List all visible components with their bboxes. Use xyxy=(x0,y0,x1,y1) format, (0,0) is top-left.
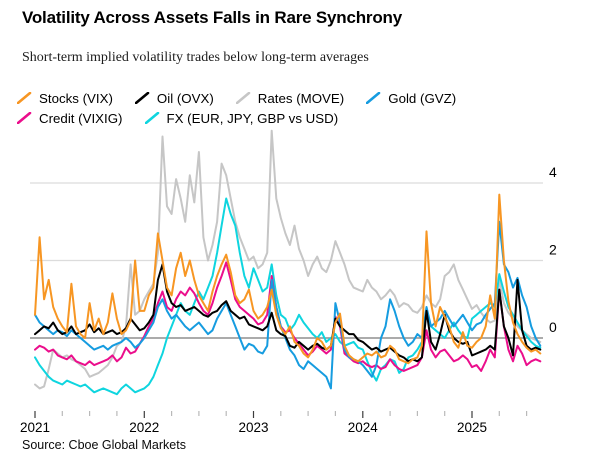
y-tick-label-0: 0 xyxy=(549,319,557,335)
page-subtitle: Short-term implied volatility trades bel… xyxy=(22,50,369,65)
legend-item-gold_gvz: Gold (GVZ) xyxy=(366,91,456,106)
legend: Stocks (VIX) Oil (OVX) Rates (MOVE) Gold (G… xyxy=(17,88,597,128)
legend-label-rates_move: Rates (MOVE) xyxy=(257,90,345,106)
legend-label-oil_ovx: Oil (OVX) xyxy=(156,90,214,106)
series-line-stocks_vix xyxy=(34,193,542,365)
legend-row-2: Credit (VIXIG) FX (EUR, JPY, GBP vs USD) xyxy=(17,108,597,128)
y-tick-label-2: 2 xyxy=(549,242,557,258)
legend-line-swatch-icon-oil_ovx xyxy=(134,92,150,104)
legend-line-swatch-icon-credit_vixig xyxy=(17,112,32,124)
legend-item-oil_ovx: Oil (OVX) xyxy=(134,90,214,106)
volatility-line-chart: 4 2 0 2021 2022 2023 2024 2025 xyxy=(20,129,557,435)
legend-line-swatch-icon-gold_gvz xyxy=(366,92,381,104)
legend-line-swatch-icon-rates_move xyxy=(235,92,251,104)
source-text: Source: Cboe Global Markets xyxy=(22,438,186,452)
x-tick-label-2021: 2021 xyxy=(20,420,50,435)
legend-label-fx: FX (EUR, JPY, GBP vs USD) xyxy=(166,110,339,126)
x-tick-label-2025: 2025 xyxy=(457,420,487,435)
series-line-fx xyxy=(34,197,542,396)
legend-item-credit_vixig: Credit (VIXIG) xyxy=(17,111,123,126)
series-line-rates_move xyxy=(34,129,542,390)
legend-item-rates_move: Rates (MOVE) xyxy=(235,90,345,106)
legend-line-swatch-icon-stocks_vix xyxy=(17,92,32,104)
x-tick-label-2022: 2022 xyxy=(129,420,159,435)
legend-item-stocks_vix: Stocks (VIX) xyxy=(17,91,113,106)
legend-label-gold_gvz: Gold (GVZ) xyxy=(388,90,457,106)
legend-label-credit_vixig: Credit (VIXIG) xyxy=(39,110,123,126)
series-line-gold_gvz xyxy=(34,220,542,390)
page-title: Volatility Across Assets Falls in Rare S… xyxy=(22,8,402,27)
legend-label-stocks_vix: Stocks (VIX) xyxy=(39,90,113,106)
legend-line-swatch-icon-fx xyxy=(144,112,159,124)
legend-row-1: Stocks (VIX) Oil (OVX) Rates (MOVE) Gold (G… xyxy=(17,88,597,108)
legend-item-fx: FX (EUR, JPY, GBP vs USD) xyxy=(144,110,339,126)
x-tick-label-2024: 2024 xyxy=(348,420,379,435)
x-tick-label-2023: 2023 xyxy=(238,420,268,435)
series-line-oil_ovx xyxy=(34,263,542,363)
y-tick-label-4: 4 xyxy=(549,164,557,180)
